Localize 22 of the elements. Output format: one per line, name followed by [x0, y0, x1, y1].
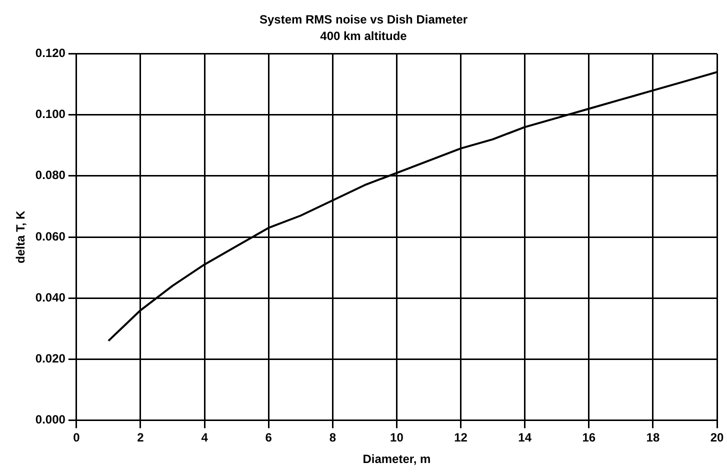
x-tick-label: 6: [265, 430, 272, 445]
x-tick-label: 16: [582, 430, 596, 445]
y-tick-label: 0.080: [35, 168, 66, 182]
y-tick-label: 0.040: [35, 290, 66, 304]
y-tick-label: 0.120: [35, 46, 66, 60]
chart-title: System RMS noise vs Dish Diameter: [259, 12, 468, 27]
x-tick-label: 4: [201, 430, 208, 445]
x-tick-label: 18: [646, 430, 660, 445]
x-tick-label: 10: [390, 430, 404, 445]
x-tick-label: 14: [518, 430, 532, 445]
chart-subtitle: 400 km altitude: [320, 28, 408, 43]
y-axis-title: delta T, K: [14, 210, 28, 264]
y-tick-label: 0.020: [35, 351, 66, 366]
x-tick-label: 8: [329, 430, 336, 445]
y-tick-label: 0.000: [35, 412, 66, 427]
x-tick-label: 12: [454, 430, 468, 445]
y-tick-label: 0.060: [35, 229, 66, 244]
x-tick-label: 0: [73, 430, 80, 445]
x-tick-label: 2: [137, 430, 144, 445]
x-tick-label: 20: [710, 430, 724, 445]
x-axis-title: Diameter, m: [362, 452, 431, 466]
y-tick-label: 0.100: [35, 107, 66, 122]
